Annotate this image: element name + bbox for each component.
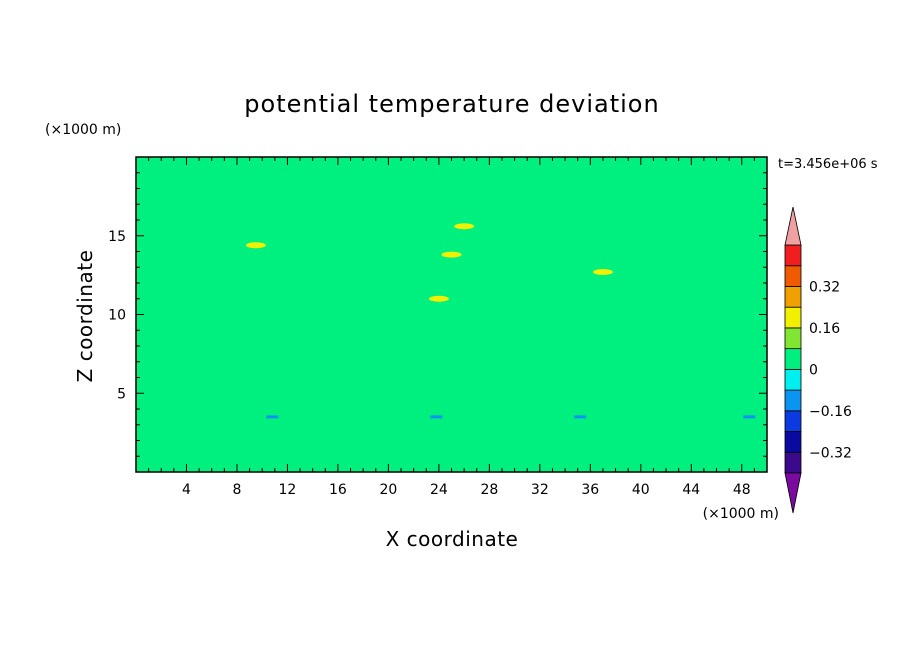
- y-tick-label: 15: [108, 229, 126, 245]
- contour-streak-negative: [266, 415, 279, 419]
- contour-maximum: [454, 223, 475, 230]
- y-axis: 5 10 15: [108, 172, 767, 457]
- contour-hole: [639, 412, 663, 448]
- contour-band: [136, 204, 767, 229]
- colorbar-segment: [784, 306, 802, 329]
- x-tick-label: 36: [581, 482, 599, 498]
- x-tick-label: 4: [182, 482, 191, 498]
- x-tick-label: 28: [480, 482, 498, 498]
- colorbar-label: −0.32: [809, 445, 852, 461]
- x-axis-label: X coordinate: [386, 527, 519, 551]
- contour-hole: [450, 322, 502, 338]
- contour-hole: [560, 172, 612, 188]
- contour-hole: [514, 422, 538, 458]
- y-tick-label: 5: [117, 386, 126, 402]
- contour-maxima: [245, 223, 613, 302]
- x-unit-label: (×1000 m): [703, 506, 779, 522]
- contour-hole: [424, 420, 448, 456]
- colorbar-segment: [784, 327, 802, 350]
- contour-hole: [300, 292, 352, 308]
- chart-title: potential temperature deviation: [244, 90, 659, 118]
- contour-hole: [170, 236, 222, 252]
- x-tick-label: 8: [232, 482, 241, 498]
- contour-hole: [199, 407, 223, 443]
- plot-area: [136, 157, 767, 472]
- contour-hole: [594, 428, 618, 464]
- x-tick-label: 40: [632, 482, 650, 498]
- colorbar-segment: [784, 348, 802, 370]
- x-tick-label: 24: [430, 482, 448, 498]
- contour-hole: [262, 402, 286, 438]
- contour-hole: [684, 422, 708, 458]
- x-tick-label: 48: [733, 482, 751, 498]
- y-unit-label: (×1000 m): [45, 122, 121, 138]
- contour-hole: [724, 406, 748, 442]
- contour-band: [136, 157, 767, 201]
- contour-hole: [296, 427, 320, 463]
- colorbar-segment: [784, 389, 802, 412]
- contour-maximum: [245, 242, 266, 249]
- x-axis: 4 8 12 16 20 24 28 32 36 40 44 48: [148, 157, 755, 498]
- contour-maximum: [441, 251, 462, 258]
- colorbar-label: 0: [809, 362, 818, 378]
- colorbar-segment: [784, 410, 802, 432]
- contour-streak-negative: [430, 415, 443, 419]
- contour-bands: [136, 157, 767, 472]
- x-tick-label: 16: [329, 482, 347, 498]
- colorbar-extend-low: [784, 472, 802, 514]
- colorbar-segment: [784, 286, 802, 308]
- contour-maximum: [428, 295, 449, 302]
- contour-maximum: [592, 268, 613, 275]
- contour-hole: [334, 414, 358, 450]
- x-tick-label: 32: [531, 482, 549, 498]
- colorbar-segment: [784, 368, 802, 391]
- contour-hole: [630, 254, 682, 270]
- contour-band: [136, 343, 767, 390]
- colorbar-label: −0.16: [809, 404, 852, 420]
- contour-band: [136, 384, 767, 415]
- x-tick-label: 20: [379, 482, 397, 498]
- y-tick-label: 10: [108, 308, 126, 324]
- colorbar: 0.32 0.16 0 −0.16 −0.32: [784, 206, 852, 514]
- time-label: t=3.456e+06 s: [778, 157, 878, 172]
- colorbar-extend-high: [784, 206, 802, 246]
- y-axis-label: Z coordinate: [73, 250, 97, 383]
- colorbar-segment: [784, 265, 802, 287]
- contour-hole: [469, 410, 493, 446]
- contour-streak-negative: [743, 415, 756, 419]
- contour-hole: [520, 282, 572, 298]
- contour-hole: [554, 407, 578, 443]
- contour-streak-negative: [574, 415, 587, 419]
- contour-band: [136, 273, 767, 311]
- contour-hole: [229, 422, 253, 458]
- x-tick-label: 12: [279, 482, 297, 498]
- contour-hole: [154, 414, 178, 450]
- contour-streak-band: [136, 415, 767, 419]
- x-tick-label: 44: [682, 482, 700, 498]
- colorbar-label: 0.32: [809, 279, 840, 295]
- contour-streak: [136, 415, 767, 419]
- colorbar-segment: [784, 431, 802, 453]
- contour-band: [136, 312, 767, 343]
- colorbar-segment: [784, 451, 802, 474]
- colorbar-segment: [784, 244, 802, 267]
- colorbar-label: 0.16: [809, 321, 840, 337]
